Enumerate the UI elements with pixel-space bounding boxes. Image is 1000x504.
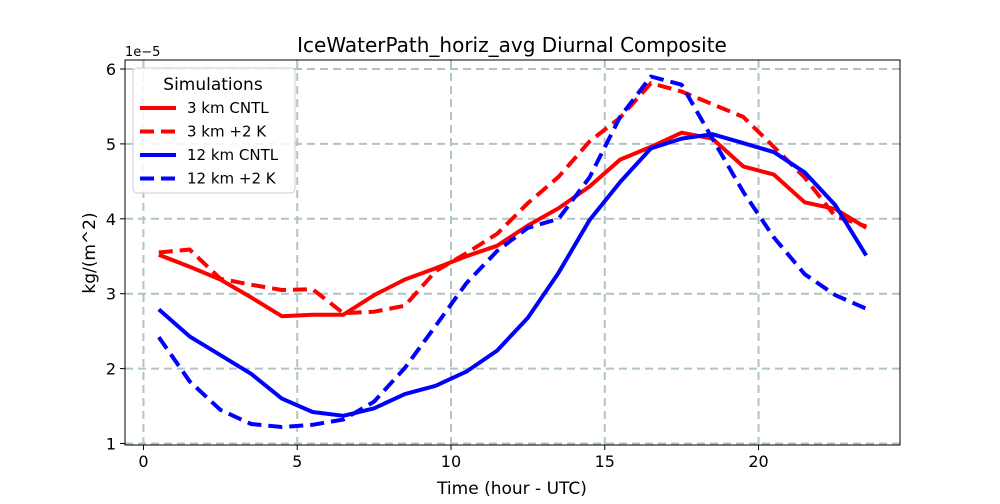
legend-box [132, 67, 296, 194]
y-tick-label: 2 [106, 360, 116, 379]
x-tick-label: 20 [748, 452, 768, 471]
legend-label-1: 3 km CNTL [187, 99, 269, 117]
x-tick-label: 15 [595, 452, 615, 471]
y-tick-label: 3 [106, 285, 116, 304]
series-line-3 [157, 132, 868, 418]
y-axis-label: kg/(m^2) [80, 212, 100, 293]
y-tick-label: 5 [106, 135, 116, 154]
y-tick-label: 1 [106, 435, 116, 454]
y-axis-multiplier: 1e−5 [125, 45, 160, 60]
x-axis-label: Time (hour - UTC) [436, 479, 587, 499]
series-line-2 [158, 81, 867, 316]
x-tick-label: 10 [441, 452, 461, 471]
y-tick-label: 4 [106, 210, 116, 229]
legend: Simulations 3 km CNTL 3 km +2 K 12 km CNTL… [132, 67, 296, 194]
x-tick-label: 5 [292, 452, 302, 471]
axis-ticks: 0 5 10 15 20 1 2 3 4 5 6 [106, 60, 769, 471]
x-tick-label: 0 [138, 452, 148, 471]
series-lines [157, 74, 868, 429]
legend-items: 3 km CNTL 3 km +2 K 12 km CNTL 12 km +2 K [140, 99, 279, 188]
series-line-4 [157, 74, 868, 429]
chart-title: IceWaterPath_horiz_avg Diurnal Composite [297, 33, 727, 57]
legend-title: Simulations [163, 75, 263, 95]
legend-label-2: 3 km +2 K [187, 123, 267, 141]
legend-label-4: 12 km +2 K [187, 170, 277, 188]
plot-frame [124, 59, 901, 446]
legend-label-3: 12 km CNTL [187, 146, 279, 164]
y-tick-label: 6 [106, 60, 116, 79]
series-line-1 [158, 130, 868, 319]
